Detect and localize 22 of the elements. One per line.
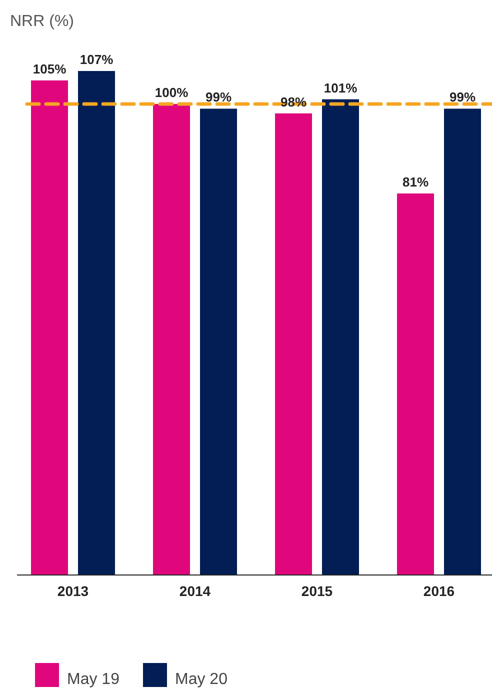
bar bbox=[153, 104, 190, 575]
data-label: 99% bbox=[205, 90, 232, 105]
bar bbox=[78, 71, 115, 575]
x-tick-label: 2014 bbox=[179, 583, 211, 599]
legend-label: May 20 bbox=[175, 671, 228, 688]
legend-label: May 19 bbox=[67, 671, 120, 688]
bar bbox=[444, 108, 481, 575]
data-label: 99% bbox=[449, 90, 476, 105]
y-axis-title: NRR (%) bbox=[10, 13, 74, 30]
data-label: 100% bbox=[154, 84, 189, 100]
x-tick-label: 2013 bbox=[57, 583, 89, 599]
bar bbox=[275, 113, 312, 575]
data-label: 105% bbox=[32, 61, 67, 76]
x-tick-label: 2016 bbox=[423, 583, 455, 599]
bar bbox=[322, 99, 359, 575]
bar bbox=[200, 108, 237, 575]
data-label: 81% bbox=[402, 174, 429, 190]
bar bbox=[31, 80, 68, 575]
data-label: 101% bbox=[324, 80, 358, 96]
x-tick-label: 2015 bbox=[301, 583, 333, 599]
bar bbox=[397, 193, 434, 575]
data-label: 107% bbox=[80, 52, 114, 67]
